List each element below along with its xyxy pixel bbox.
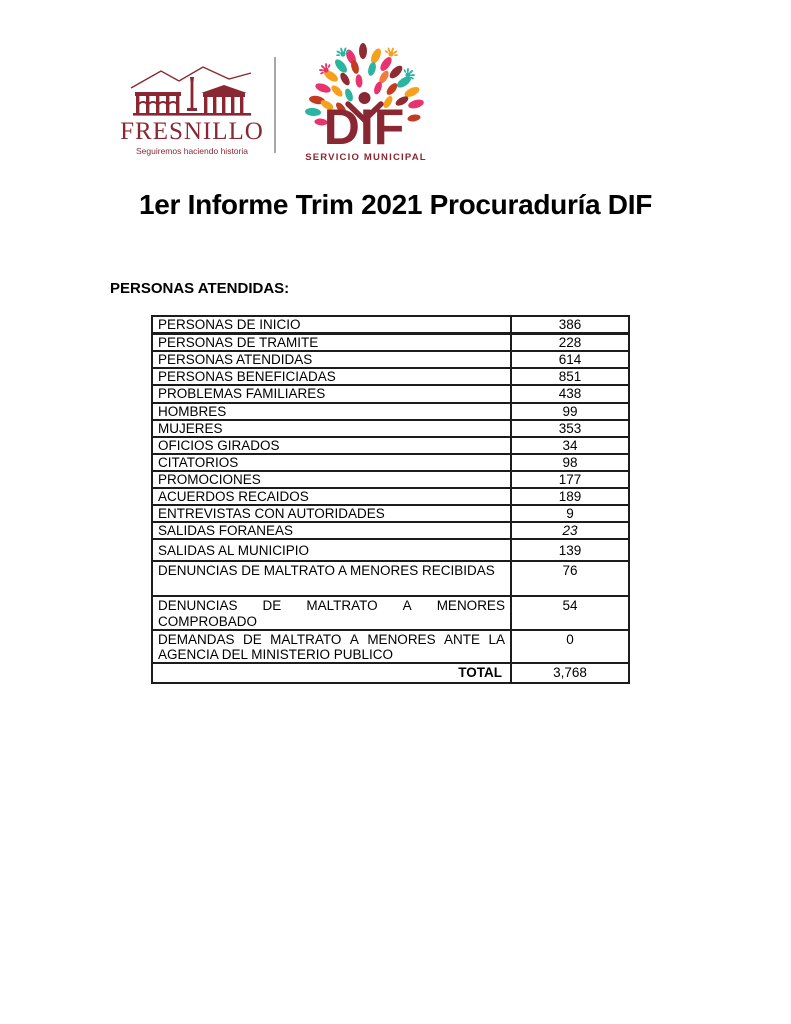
row-value-cell: 139: [510, 538, 630, 563]
row-label-cell: HOMBRES: [151, 401, 512, 421]
fresnillo-logo: FRESNILLO Seguiremos haciendo historia: [114, 64, 270, 156]
fresnillo-tagline: Seguiremos haciendo historia: [136, 146, 248, 156]
row-label-cell: ACUERDOS RECAIDOS: [151, 487, 512, 507]
row-label-cell: DENUNCIAS DE MALTRATO A MENORES COMPROBADO: [151, 595, 512, 631]
section-heading: PERSONAS ATENDIDAS:: [110, 280, 290, 297]
row-label-cell: DENUNCIAS DE MALTRATO A MENORES RECIBIDA…: [151, 560, 512, 598]
row-label-cell: DEMANDAS DE MALTRATO A MENORES ANTE LA AGENCIA …: [151, 628, 512, 664]
row-label-cell: PERSONAS DE TRAMITE: [151, 332, 512, 353]
row-value-cell: 99: [510, 401, 630, 421]
dif-wordmark: DIF: [324, 99, 405, 155]
row-label-cell: PERSONAS DE INICIO: [151, 315, 512, 336]
total-label-cell: TOTAL: [151, 661, 512, 684]
row-value-cell: 851: [510, 367, 630, 387]
row-value-cell: 23: [510, 521, 630, 541]
table-row: PERSONAS ATENDIDAS 614: [151, 350, 630, 370]
row-value-cell: 54: [510, 595, 630, 631]
total-value-cell: 3,768: [510, 661, 630, 684]
row-label-cell: PERSONAS BENEFICIADAS: [151, 367, 512, 387]
page-title: 1er Informe Trim 2021 Procuraduría DIF: [138, 189, 652, 220]
table-row: CITATORIOS 98: [151, 452, 630, 472]
row-value-cell: 98: [510, 452, 630, 472]
fresnillo-building-icon: [130, 66, 252, 116]
table-row: ACUERDOS RECAIDOS 189: [151, 487, 630, 507]
row-value-cell: 34: [510, 435, 630, 455]
table-row: OFICIOS GIRADOS 34: [151, 435, 630, 455]
row-value-cell: 438: [510, 384, 630, 404]
row-value-cell: 228: [510, 332, 630, 353]
table-row: PERSONAS BENEFICIADAS 851: [151, 367, 630, 387]
persons-attended-table: PERSONAS DE INICIO 386 PERSONAS DE TRAMITE…: [151, 315, 630, 684]
row-value-cell: 0: [510, 628, 630, 664]
logo-divider: [274, 57, 276, 153]
table-row: ENTREVISTAS CON AUTORIDADES 9: [151, 504, 630, 524]
row-label-cell: MUJERES: [151, 418, 512, 438]
table-row: PERSONAS DE INICIO 386: [151, 315, 630, 336]
table-row: DENUNCIAS DE MALTRATO A MENORES COMPROBADO 54: [151, 595, 630, 631]
table-row: DEMANDAS DE MALTRATO A MENORES ANTE LA AGENCIA …: [151, 628, 630, 664]
table-row: HOMBRES 99: [151, 401, 630, 421]
row-value-cell: 9: [510, 504, 630, 524]
row-label-cell: PROMOCIONES: [151, 469, 512, 490]
row-label-cell: PERSONAS ATENDIDAS: [151, 350, 512, 370]
table-row: MUJERES 353: [151, 418, 630, 438]
row-value-cell: 614: [510, 350, 630, 370]
fresnillo-wordmark: FRESNILLO: [120, 118, 264, 145]
row-value-cell: 76: [510, 560, 630, 598]
persons-table-body: PERSONAS DE INICIO 386 PERSONAS DE TRAMITE…: [151, 315, 630, 684]
dif-tree-icon: DIF SERVICIO MUNICIPAL: [305, 43, 427, 163]
row-value-cell: 189: [510, 487, 630, 507]
table-row: SALIDAS FORANEAS 23: [151, 521, 630, 541]
table-row: PERSONAS DE TRAMITE 228: [151, 332, 630, 353]
row-label-cell: ENTREVISTAS CON AUTORIDADES: [151, 504, 512, 524]
table-row: PROBLEMAS FAMILIARES 438: [151, 384, 630, 404]
row-value-cell: 353: [510, 418, 630, 438]
row-label-cell: OFICIOS GIRADOS: [151, 435, 512, 455]
dif-logo: DIF SERVICIO MUNICIPAL: [296, 42, 436, 166]
table-row: TOTAL 3,768: [151, 661, 630, 684]
dif-leaves: [305, 43, 424, 126]
table-row: SALIDAS AL MUNICIPIO 139: [151, 538, 630, 563]
dif-person-figure: [345, 92, 384, 123]
table-row: PROMOCIONES 177: [151, 469, 630, 490]
row-value-cell: 177: [510, 469, 630, 490]
row-value-cell: 386: [510, 315, 630, 336]
table-row: DENUNCIAS DE MALTRATO A MENORES RECIBIDA…: [151, 560, 630, 598]
row-label-cell: PROBLEMAS FAMILIARES: [151, 384, 512, 404]
row-label-cell: CITATORIOS: [151, 452, 512, 472]
dif-subtitle: SERVICIO MUNICIPAL: [305, 152, 427, 163]
row-label-cell: SALIDAS AL MUNICIPIO: [151, 538, 512, 563]
row-label-cell: SALIDAS FORANEAS: [151, 521, 512, 541]
